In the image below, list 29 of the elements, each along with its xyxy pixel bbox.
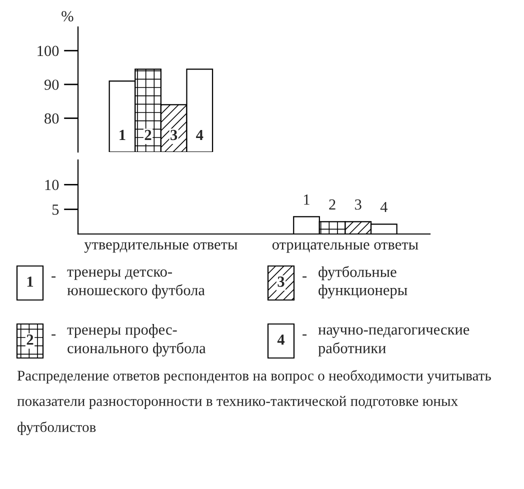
text: - xyxy=(302,276,307,278)
text: 3 xyxy=(278,276,284,287)
legend-label: тренеры детско- юношеского футбола xyxy=(67,269,205,298)
text: - xyxy=(52,334,56,336)
annotation: 2 xyxy=(329,199,336,210)
annotation: 1 xyxy=(304,194,310,205)
annotation: 1 xyxy=(120,130,126,140)
text: Распределение ответов респондентов на вопрос о необходимости учитывать показатели разносторонности в технико-тактической подготовке юных футболистов xyxy=(17,370,491,436)
y-axis-title: % xyxy=(62,11,74,22)
annotation: 4 xyxy=(196,130,204,140)
text: 2 xyxy=(26,334,34,345)
annotation: 3 xyxy=(355,199,362,210)
annotation: 4 xyxy=(380,202,388,212)
x-tick-label: утвердительные ответы xyxy=(84,242,238,253)
legend-label: футбольные функционеры xyxy=(318,266,408,298)
y-tick-label: 90 xyxy=(44,80,59,90)
annotation: 3 xyxy=(170,130,178,140)
text: 4 xyxy=(277,334,285,345)
y-tick-label: 5 xyxy=(52,204,59,215)
legend-label: научно-педагогические работники xyxy=(318,327,470,356)
legend-label: тренеры профес- сионального футбола xyxy=(67,324,206,356)
y-tick-label: 10 xyxy=(45,180,59,190)
y-tick-label: 100 xyxy=(38,46,59,56)
y-tick-label: 80 xyxy=(44,113,59,124)
text: - xyxy=(302,334,307,336)
text: 1 xyxy=(27,276,34,287)
x-tick-label: отрицательные ответы xyxy=(272,242,418,253)
annotation: 2 xyxy=(144,130,152,140)
text: - xyxy=(52,276,56,278)
